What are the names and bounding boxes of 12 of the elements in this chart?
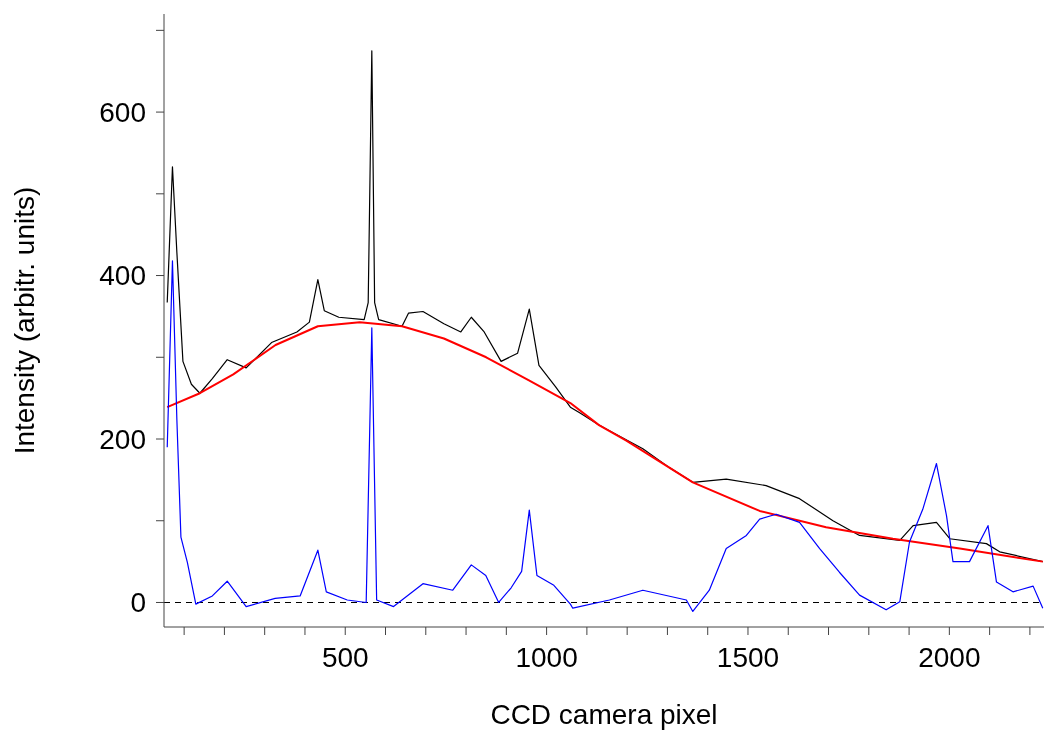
x-tick-label: 1500 [716, 641, 780, 673]
x-tick-label: 2000 [918, 641, 981, 673]
y-tick-label: 400 [99, 260, 146, 292]
x-axis-title: CCD camera pixel [490, 699, 718, 730]
x-tick-label: 1000 [515, 641, 578, 673]
y-tick-label: 600 [99, 97, 146, 129]
line-series [166, 321, 1044, 563]
y-tick-label: 0 [130, 587, 146, 619]
y-axis-title: Intensity (arbitr. units) [8, 186, 40, 455]
line-series [166, 260, 1044, 613]
x-tick-label: 500 [321, 641, 369, 673]
y-tick-label: 200 [99, 423, 146, 455]
